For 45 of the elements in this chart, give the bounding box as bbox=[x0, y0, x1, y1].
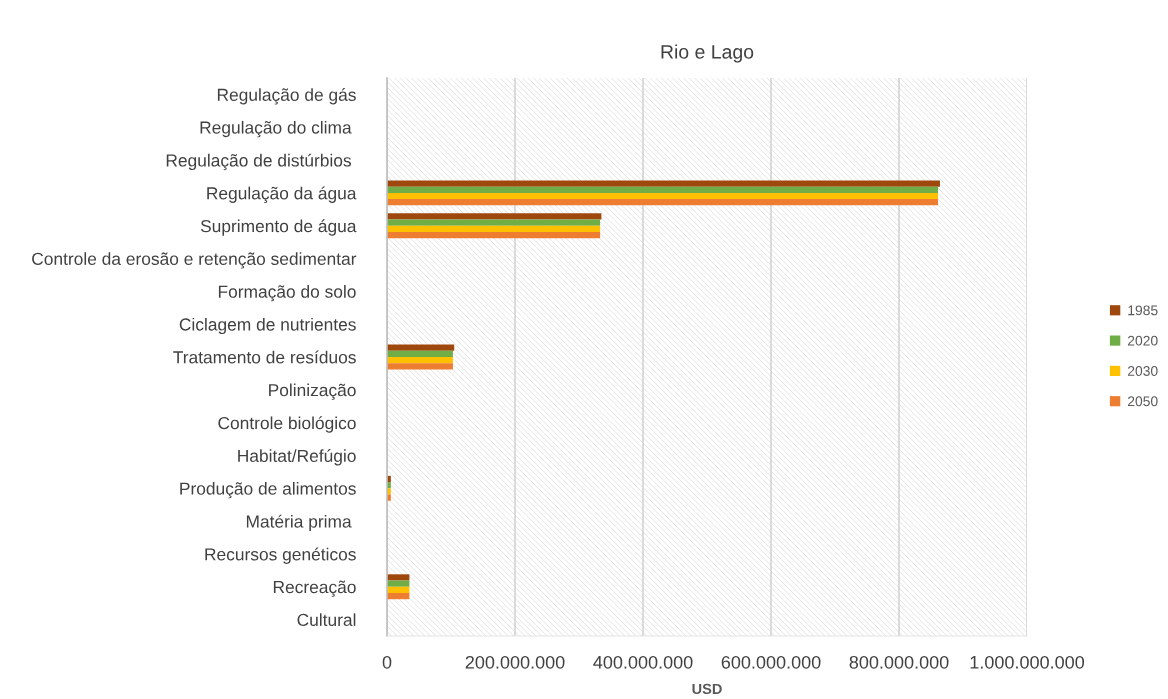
y-tick-label: Regulação do clima bbox=[200, 120, 352, 138]
legend-label: 1985 bbox=[1128, 305, 1158, 316]
bar bbox=[387, 192, 939, 200]
legend-label: 2020 bbox=[1127, 335, 1158, 346]
bar bbox=[387, 213, 602, 220]
x-axis-title: USD bbox=[692, 683, 722, 695]
y-tick-label: Ciclagem de nutrientes bbox=[179, 317, 356, 335]
bar bbox=[387, 186, 939, 193]
y-tick-label: Cultural bbox=[297, 613, 356, 627]
bar bbox=[387, 586, 410, 593]
y-tick-label: Produção de alimentos bbox=[180, 482, 356, 499]
y-tick-label: Regulação de distúrbios bbox=[166, 153, 352, 171]
x-tick-label: 1.000.000.000 bbox=[970, 655, 1085, 669]
bar bbox=[387, 593, 410, 600]
y-tick-label: Controle da erosão e retenção sedimentar bbox=[32, 252, 357, 269]
bar bbox=[387, 344, 455, 351]
y-tick-label: Suprimento de água bbox=[200, 219, 357, 236]
bar bbox=[387, 180, 940, 187]
bar bbox=[387, 363, 453, 370]
y-tick-label: Polinização bbox=[269, 383, 356, 400]
bar bbox=[387, 580, 410, 587]
bar bbox=[387, 231, 601, 239]
bar bbox=[387, 350, 453, 357]
y-tick-label: Recursos genéticos bbox=[205, 547, 356, 564]
legend-label: 2030 bbox=[1127, 366, 1158, 376]
bar bbox=[387, 574, 410, 581]
x-tick-label: 800.000.000 bbox=[849, 655, 949, 669]
x-tick-label: 600.000.000 bbox=[721, 655, 821, 669]
y-tick-label: Regulação da água bbox=[207, 186, 357, 203]
y-tick-label: Formação do solo bbox=[218, 285, 356, 302]
bar bbox=[387, 357, 453, 364]
bar bbox=[387, 219, 601, 226]
y-tick-label: Habitat/Refúgio bbox=[238, 449, 356, 466]
y-tick-label: Matéria prima bbox=[246, 514, 352, 532]
y-tick-label: Controle biológico bbox=[218, 416, 356, 433]
x-tick-label: 200.000.000 bbox=[465, 655, 565, 669]
x-tick-label: 0 bbox=[382, 655, 392, 669]
chart-title: Rio e Lago bbox=[661, 44, 754, 63]
bar bbox=[387, 199, 939, 206]
bar bbox=[387, 225, 601, 232]
x-tick-label: 400.000.000 bbox=[593, 655, 693, 669]
y-tick-label: Regulação de gás bbox=[217, 88, 356, 105]
y-tick-label: Tratamento de resíduos bbox=[173, 350, 356, 364]
y-tick-label: Recreação bbox=[273, 580, 356, 597]
legend-label: 2050 bbox=[1127, 396, 1158, 407]
